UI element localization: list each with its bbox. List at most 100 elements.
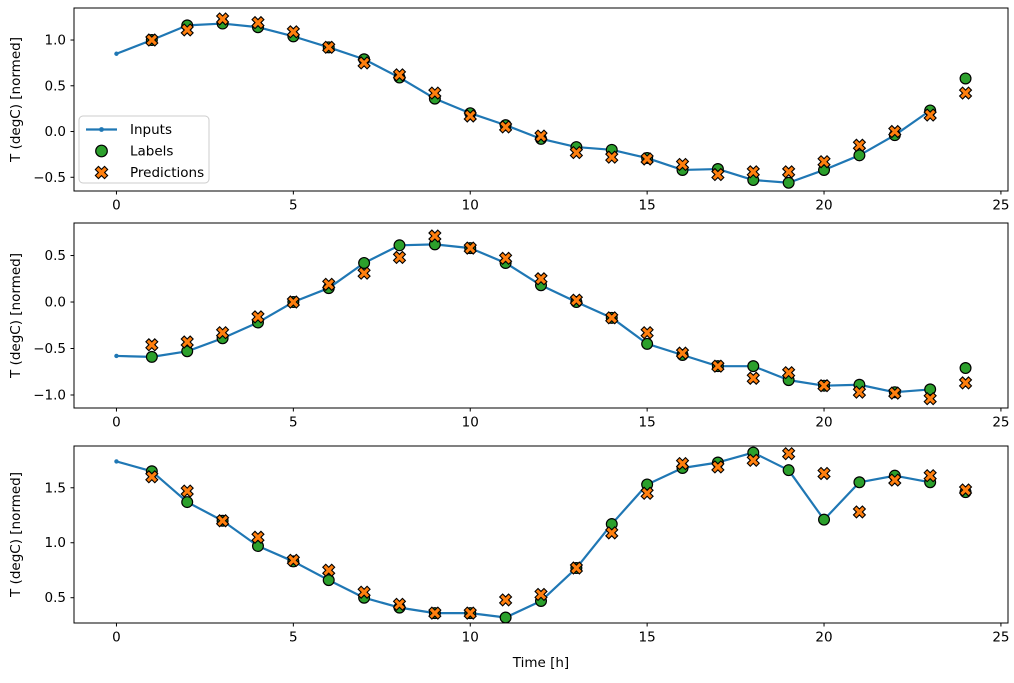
predictions-marker: [463, 606, 477, 620]
predictions-marker: [569, 561, 584, 575]
predictions-marker: [923, 468, 937, 483]
predictions-marker: [145, 470, 159, 484]
legend-entry-label: Labels: [130, 144, 173, 160]
x-tick-label: 10: [462, 198, 479, 214]
legend-inputs-dot-sample: [99, 127, 104, 132]
predictions-marker: [888, 386, 902, 400]
predictions-marker: [888, 473, 902, 487]
predictions-marker: [817, 155, 831, 169]
predictions-marker: [251, 15, 265, 30]
x-axis-label: Time [h]: [512, 655, 569, 671]
legend-labels-marker-sample: [95, 144, 108, 158]
predictions-marker: [463, 109, 477, 123]
y-tick-label: 0.5: [45, 590, 66, 606]
predictions-marker: [215, 514, 230, 528]
x-tick-label: 15: [639, 630, 656, 646]
predictions-marker: [923, 108, 937, 122]
predictions-marker: [322, 40, 336, 55]
predictions-marker: [145, 33, 159, 47]
predictions-marker: [392, 68, 407, 82]
predictions-marker: [357, 266, 371, 280]
x-tick-label: 20: [815, 198, 832, 214]
axes-background: [74, 8, 1008, 191]
predictions-marker: [322, 563, 336, 577]
predictions-marker: [605, 150, 619, 164]
inputs-point-marker: [114, 459, 119, 464]
y-tick-label: 0.0: [45, 124, 66, 140]
predictions-marker: [888, 124, 902, 139]
labels-marker: [818, 513, 831, 526]
labels-marker: [145, 350, 158, 363]
predictions-marker: [215, 12, 230, 26]
y-tick-label: 1.0: [45, 535, 66, 551]
x-tick-label: 0: [112, 198, 121, 214]
y-tick-label: −0.5: [33, 341, 66, 357]
predictions-marker: [534, 129, 548, 143]
predictions-marker: [958, 86, 973, 100]
axes-spines: [73, 445, 1009, 624]
inputs-point-marker: [114, 51, 119, 56]
predictions-marker: [711, 359, 725, 373]
y-tick-label: 1.0: [45, 33, 66, 49]
predictions-marker: [746, 165, 760, 179]
predictions-marker: [781, 365, 796, 380]
predictions-marker: [569, 145, 584, 160]
y-tick-label: 0.5: [45, 248, 66, 264]
predictions-marker: [286, 295, 301, 309]
predictions-marker: [852, 505, 867, 519]
predictions-marker: [923, 391, 937, 406]
predictions-marker: [569, 293, 584, 307]
labels-marker: [322, 574, 335, 587]
predictions-marker: [286, 553, 301, 568]
inputs-point-marker: [114, 353, 119, 359]
axes-background: [74, 223, 1008, 408]
predictions-marker: [817, 466, 831, 481]
predictions-marker: [640, 325, 654, 340]
x-tick-label: 25: [992, 415, 1009, 431]
predictions-marker: [675, 456, 690, 471]
y-tick-label: 0.0: [45, 295, 66, 311]
x-tick-label: 0: [112, 415, 121, 431]
predictions-marker: [640, 486, 654, 500]
predictions-marker: [357, 585, 371, 599]
predictions-marker: [463, 241, 477, 255]
inputs-line: [115, 451, 932, 619]
predictions-marker: [605, 526, 619, 540]
predictions-marker: [711, 167, 725, 182]
x-tick-label: 5: [289, 630, 298, 646]
predictions-marker: [675, 157, 690, 172]
x-tick-label: 20: [815, 630, 832, 646]
predictions-marker: [392, 597, 407, 612]
subplot-3: 0 5 10 15 20 25 0.5 1.0 1.5 T (degC) [normed] Time…: [8, 445, 1010, 671]
x-tick-label: 5: [289, 415, 298, 431]
predictions-marker: [180, 484, 194, 498]
predictions-marker: [286, 25, 301, 39]
y-tick-label: −1.0: [33, 387, 66, 403]
predictions-marker: [746, 371, 760, 385]
labels-marker: [782, 176, 795, 189]
y-tick-label: −0.5: [33, 170, 66, 186]
x-tick-label: 20: [815, 415, 832, 431]
labels-marker: [181, 345, 194, 358]
axes-spines: [73, 222, 1009, 409]
predictions-marker: [215, 325, 230, 340]
predictions-marker: [392, 250, 407, 265]
predictions-marker: [534, 587, 548, 602]
predictions-marker: [180, 335, 194, 349]
predictions-marker: [852, 385, 867, 399]
predictions-marker: [251, 310, 265, 324]
labels-marker: [782, 464, 795, 477]
predictions-marker: [534, 272, 548, 286]
labels-marker: [959, 72, 972, 85]
x-tick-label: 10: [462, 415, 479, 431]
labels-marker: [853, 149, 866, 162]
predictions-marker: [180, 23, 194, 37]
predictions-marker: [781, 446, 796, 461]
x-tick-label: 0: [112, 630, 121, 646]
x-tick-label: 10: [462, 630, 479, 646]
predictions-marker: [498, 120, 513, 134]
predictions-marker: [145, 338, 159, 352]
legend-predictions-marker-sample: [94, 165, 109, 180]
